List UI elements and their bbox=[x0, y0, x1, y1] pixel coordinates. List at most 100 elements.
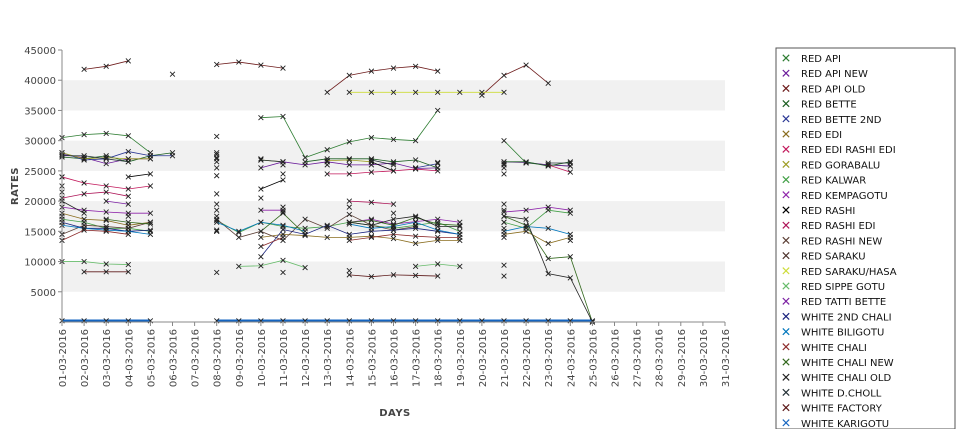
legend-label: RED KEMPAGOTU bbox=[801, 191, 888, 202]
series-line bbox=[503, 226, 571, 235]
data-point bbox=[501, 89, 507, 96]
data-point bbox=[258, 165, 264, 171]
data-point bbox=[302, 216, 308, 222]
data-point bbox=[346, 272, 353, 278]
data-point bbox=[258, 195, 264, 201]
series-white-biligotu bbox=[59, 219, 574, 238]
series-lines bbox=[59, 58, 596, 325]
legend-item: WHITE CHALI OLD bbox=[782, 373, 891, 384]
data-point bbox=[81, 210, 87, 216]
data-point bbox=[147, 221, 154, 227]
data-point bbox=[125, 133, 132, 139]
data-point bbox=[390, 89, 397, 96]
legend-item: RED RASHI EDI bbox=[782, 221, 876, 232]
data-point bbox=[412, 214, 419, 221]
x-tick-label: 19-03-2016 bbox=[456, 329, 467, 387]
legend-marker bbox=[782, 115, 790, 123]
series-line bbox=[128, 173, 151, 178]
series-line bbox=[349, 215, 460, 227]
legend-label: RED RASHI EDI bbox=[801, 221, 876, 232]
data-point bbox=[213, 151, 220, 158]
legend-item: RED SARAKU/HASA bbox=[782, 267, 897, 278]
series-line bbox=[371, 161, 394, 172]
grid-bands bbox=[62, 80, 725, 292]
data-point bbox=[258, 254, 264, 260]
series-red-rashi bbox=[59, 159, 397, 192]
legend-item: WHITE CHALI NEW bbox=[782, 358, 894, 369]
series-line bbox=[327, 168, 438, 175]
data-point bbox=[280, 210, 286, 216]
legend-item: RED EDI RASHI EDI bbox=[782, 145, 896, 156]
data-point bbox=[523, 216, 529, 222]
data-point bbox=[147, 183, 154, 189]
data-point bbox=[125, 231, 132, 238]
x-tick-label: 30-03-2016 bbox=[699, 329, 710, 387]
data-point bbox=[169, 71, 176, 77]
legend-marker bbox=[782, 373, 790, 381]
y-axis-title: RATES bbox=[10, 167, 21, 205]
data-point bbox=[103, 189, 109, 195]
data-point bbox=[434, 107, 441, 114]
legend-label: RED EDI bbox=[801, 130, 842, 141]
data-point bbox=[501, 201, 507, 207]
data-point bbox=[501, 162, 507, 168]
data-point bbox=[324, 234, 330, 241]
data-point bbox=[147, 171, 154, 177]
series-line bbox=[503, 206, 571, 213]
legend-item: RED SARAKU bbox=[782, 252, 866, 263]
x-tick-label: 29-03-2016 bbox=[677, 329, 688, 387]
data-point bbox=[412, 166, 419, 172]
data-point bbox=[501, 137, 507, 144]
x-tick-label: 15-03-2016 bbox=[367, 329, 378, 387]
x-tick-label: 31-03-2016 bbox=[721, 329, 732, 387]
legend: RED API RED API NEW RED API OLD RED BETTE RE… bbox=[775, 47, 956, 429]
data-point bbox=[280, 177, 286, 183]
legend-label: RED SARAKU/HASA bbox=[801, 267, 897, 278]
y-tick-label: 35000 bbox=[24, 106, 56, 117]
data-point bbox=[501, 171, 507, 177]
legend-item: RED SIPPE GOTU bbox=[782, 282, 885, 293]
data-point bbox=[346, 204, 353, 210]
legend-marker bbox=[782, 145, 790, 153]
x-tick-label: 05-03-2016 bbox=[146, 329, 157, 387]
legend-item: RED RASHI NEW bbox=[782, 236, 882, 247]
data-point bbox=[545, 80, 551, 86]
data-point bbox=[324, 157, 330, 164]
x-tick-label: 27-03-2016 bbox=[633, 329, 644, 387]
data-point bbox=[258, 234, 264, 241]
data-point bbox=[103, 156, 109, 162]
series-line bbox=[61, 200, 85, 214]
legend-label: RED RASHI NEW bbox=[801, 236, 882, 247]
legend-label: RED API NEW bbox=[801, 69, 868, 80]
x-tick-label: 10-03-2016 bbox=[257, 329, 268, 387]
series-white-chali bbox=[59, 227, 574, 250]
data-point bbox=[368, 234, 375, 241]
legend-marker bbox=[782, 403, 790, 412]
data-point bbox=[346, 139, 353, 145]
x-tick-label: 21-03-2016 bbox=[500, 329, 511, 387]
data-point bbox=[434, 261, 441, 267]
x-tick-label: 28-03-2016 bbox=[655, 329, 666, 387]
legend-marker bbox=[782, 358, 790, 366]
data-point bbox=[213, 159, 220, 165]
series-line bbox=[371, 159, 394, 166]
data-point bbox=[258, 219, 264, 225]
data-point bbox=[125, 186, 132, 192]
data-point bbox=[346, 267, 353, 274]
legend-item: WHITE D.CHOLL bbox=[782, 388, 882, 399]
data-point bbox=[213, 227, 220, 233]
legend-item: RED GORABALU bbox=[782, 160, 880, 171]
data-point bbox=[434, 168, 441, 174]
grid-band bbox=[62, 261, 725, 292]
series-line bbox=[260, 237, 284, 247]
legend-marker bbox=[782, 191, 790, 199]
y-tick-label: 10000 bbox=[24, 258, 56, 269]
data-point bbox=[103, 216, 109, 222]
series-line bbox=[349, 233, 460, 241]
data-point bbox=[324, 223, 330, 230]
data-point bbox=[368, 273, 375, 280]
data-point bbox=[346, 89, 353, 96]
data-point bbox=[125, 219, 132, 225]
data-point bbox=[125, 174, 132, 180]
x-tick-label: 22-03-2016 bbox=[522, 329, 533, 387]
